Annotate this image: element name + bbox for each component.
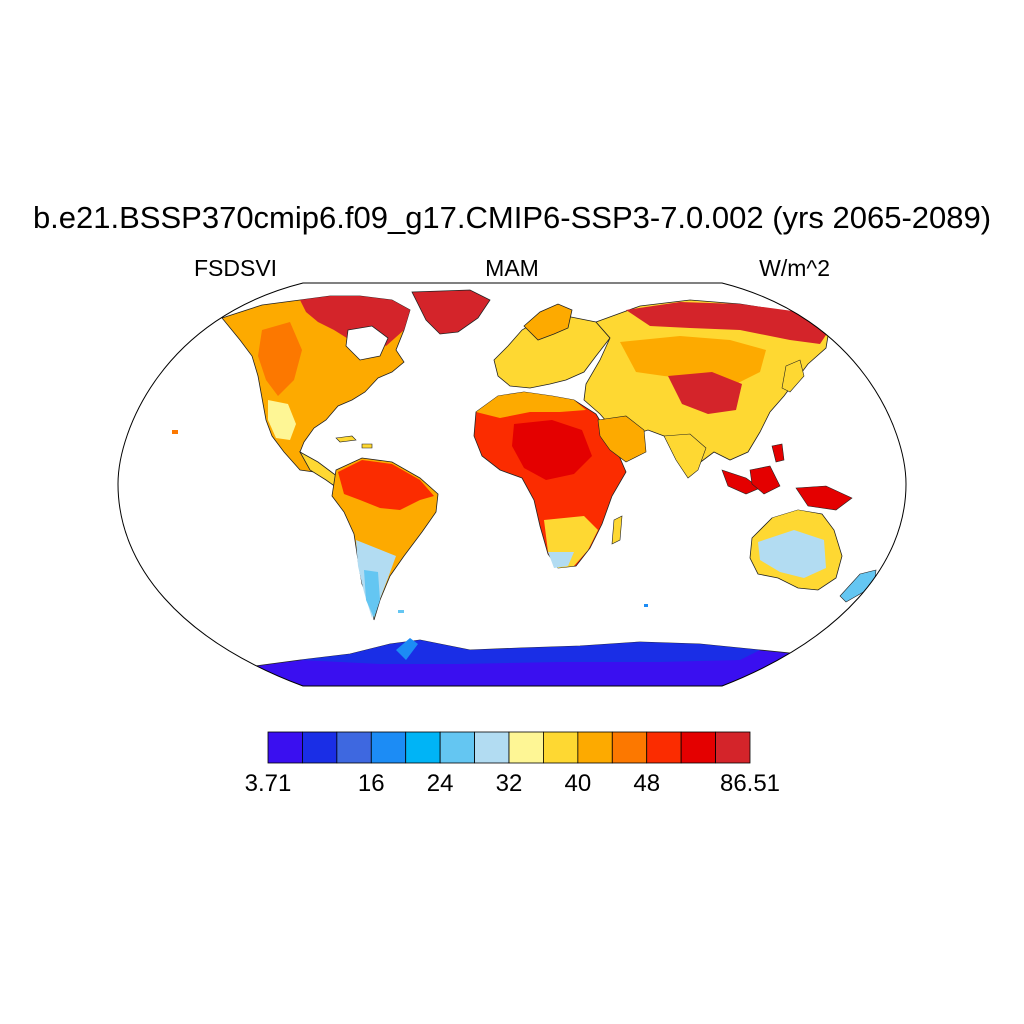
greenland [411,289,491,335]
sa-north [338,460,434,510]
indonesia-b [749,465,781,495]
colorbar-swatch [302,731,338,764]
scandinavia [523,303,573,341]
colorbar-swatch [543,731,579,764]
colorbar-label: 3.71 [244,770,292,797]
madagascar [611,515,623,545]
colorbar-label: 16 [357,770,385,797]
season-label: MAM [485,255,539,281]
africa-north-rim [476,392,586,418]
units-label: W/m^2 [759,255,830,281]
colorbar-swatch [680,731,716,764]
colorbar-swatch [439,731,475,764]
philippines [771,443,785,463]
indonesia-a [721,469,761,495]
na-southwest [268,400,296,440]
colorbar [267,731,751,764]
map-border [117,282,907,687]
na-west [258,322,302,396]
colorbar-swatch [336,731,372,764]
colorbar-swatch [405,731,441,764]
colorbar-swatch [611,731,648,764]
colorbar-label: 40 [564,770,592,797]
new-guinea [795,485,853,511]
colorbar-swatch [474,731,510,764]
colorbar-swatch [577,731,613,764]
colorbar-label: 86.51 [719,770,781,797]
japan [781,359,805,393]
colorbar-swatch [508,731,544,764]
tibet-hotspot [668,372,742,414]
colorbar-swatch [370,731,407,764]
australia-interior [758,530,826,578]
siberia-north [626,302,832,344]
hudson-bay [345,325,389,361]
colorbar-swatch [715,731,751,764]
africa-cape [548,552,574,568]
colorbar-swatch [267,731,303,764]
sa-tip [364,570,380,618]
sahara-core [512,420,592,480]
variable-name: FSDSVI [194,255,278,281]
australia-north [772,510,820,530]
colorbar-label: 48 [633,770,661,797]
new-zealand [839,569,877,603]
plot-title: b.e21.BSSP370cmip6.f09_g17.CMIP6-SSP3-7.… [32,200,992,235]
arabia [597,415,647,463]
colorbar-label: 24 [426,770,454,797]
india [663,433,707,479]
colorbar-label: 32 [495,770,523,797]
antarctic-peninsula [396,638,418,660]
central-asia [620,336,766,384]
colorbar-swatch [646,731,682,764]
